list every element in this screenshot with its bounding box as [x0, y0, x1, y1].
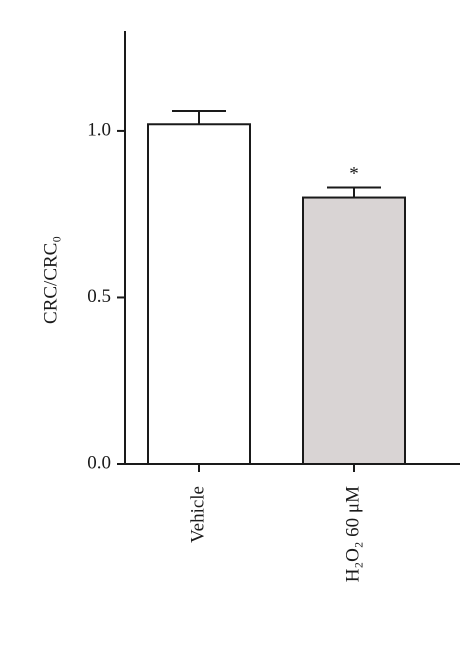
y-tick-label: 0.5: [87, 286, 111, 307]
significance-marker: *: [349, 164, 359, 185]
bar: [147, 123, 251, 465]
y-axis-label: CRC/CRC₀: [40, 236, 61, 324]
bar: [302, 196, 406, 466]
y-tick-label: 0.0: [87, 452, 111, 473]
x-tick-label: H₂O₂ 60 μM: [342, 486, 363, 582]
x-tick-label: Vehicle: [187, 486, 208, 543]
y-tick-label: 1.0: [87, 119, 111, 140]
